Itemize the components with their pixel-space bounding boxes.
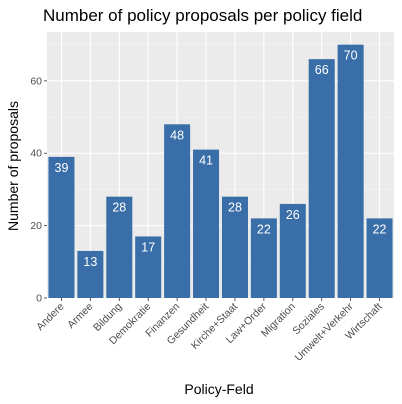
bar-finanzen [164,124,191,299]
bar-bildung [106,196,133,298]
bar-andere [48,156,75,298]
bar-value-label: 26 [286,208,300,222]
bar-value-label: 28 [112,201,126,215]
x-axis-title: Policy-Feld [184,381,253,397]
bar-wirtschaft [366,218,393,298]
bar-soziales [308,59,335,299]
bar-value-label: 17 [141,240,155,254]
y-axis: 0 20 40 60 [30,75,47,305]
bar-value-label: 48 [170,128,184,142]
y-tick-label: 40 [30,148,42,160]
y-tick-label: 20 [30,220,42,232]
bar-value-label: 70 [344,49,358,63]
bar-value-label: 66 [315,63,329,77]
bar-kirche-staat [221,196,248,298]
chart-title: Number of policy proposals per policy fi… [43,6,362,25]
bars [48,44,393,299]
bar-value-label: 28 [228,201,242,215]
bar-value-label: 39 [55,161,69,175]
bar-demokratie [135,236,162,298]
y-tick-label: 60 [30,75,42,87]
bar-value-label: 41 [199,154,213,168]
bar-value-label: 22 [257,222,271,236]
bar-law-order [250,218,277,298]
bar-value-label: 13 [83,255,97,269]
plot-panel [47,32,394,298]
bar-umwelt-verkehr [337,44,364,298]
y-tick-label: 0 [36,293,42,305]
x-tick-label: Andere [34,301,67,334]
bar-migration [279,203,306,298]
bar-value-label: 22 [373,222,387,236]
bar-labels: 39 13 28 17 48 41 28 22 26 66 70 22 [55,49,387,269]
y-axis-title: Number of proposals [5,101,21,231]
bar-armee [77,250,104,298]
x-axis: AndereArmeeBildungDemokratieFinanzenGesu… [34,298,385,364]
bar-gesundheit [193,149,220,298]
